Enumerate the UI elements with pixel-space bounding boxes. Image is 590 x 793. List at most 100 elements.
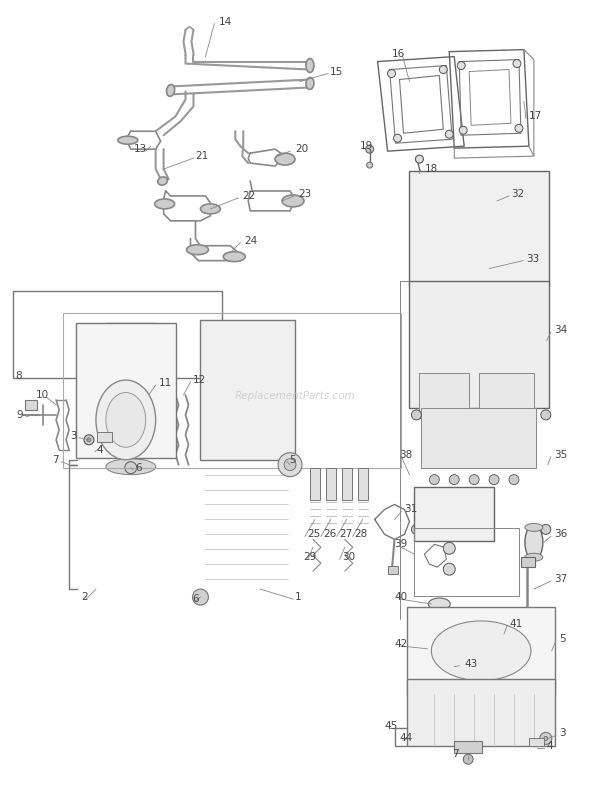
Bar [421,408,536,468]
Ellipse shape [525,554,543,561]
Text: 43: 43 [464,659,477,668]
Text: 4: 4 [97,445,104,454]
Ellipse shape [282,195,304,207]
Ellipse shape [474,208,496,216]
Bar [408,679,555,746]
Circle shape [443,563,455,575]
Bar [409,171,549,285]
Text: 20: 20 [295,144,308,154]
Circle shape [415,155,424,163]
Bar [326,468,336,500]
Ellipse shape [96,380,156,460]
Text: 3: 3 [559,729,565,738]
Bar [388,566,398,574]
Text: 3: 3 [70,431,77,441]
Ellipse shape [428,598,450,610]
Circle shape [490,441,504,454]
Circle shape [463,754,473,764]
Circle shape [541,524,551,534]
Ellipse shape [106,387,156,403]
Text: 11: 11 [159,378,172,388]
Circle shape [449,475,459,485]
Ellipse shape [306,59,314,72]
Text: 1: 1 [295,592,301,602]
Circle shape [284,458,296,471]
Ellipse shape [186,245,208,255]
Circle shape [459,126,467,134]
Text: 12: 12 [192,375,206,385]
Ellipse shape [306,78,314,90]
Text: ReplacementParts.com: ReplacementParts.com [235,391,355,401]
Bar [310,468,320,500]
Bar [474,194,496,206]
Circle shape [480,214,490,224]
Bar [414,528,519,596]
Circle shape [84,435,94,445]
Circle shape [443,542,455,554]
Circle shape [544,737,548,741]
Bar [76,324,176,458]
Text: 5: 5 [289,454,296,465]
Text: 42: 42 [395,639,408,649]
Text: 35: 35 [554,450,567,460]
Text: 41: 41 [509,619,522,629]
Circle shape [411,524,421,534]
Bar [529,738,544,746]
Text: 7: 7 [452,749,458,760]
Text: 17: 17 [529,111,542,121]
Text: 10: 10 [36,390,50,400]
Circle shape [125,462,137,473]
Circle shape [445,130,453,138]
Bar [201,320,295,460]
Text: 14: 14 [218,17,232,27]
Ellipse shape [106,458,156,475]
Circle shape [515,125,523,132]
Bar [414,487,494,542]
Text: 18: 18 [424,164,438,174]
Ellipse shape [118,136,137,144]
Circle shape [422,441,437,454]
Circle shape [87,438,91,442]
Circle shape [489,475,499,485]
Circle shape [541,410,551,419]
Bar [342,468,352,500]
Bar [454,741,482,753]
Circle shape [414,288,425,300]
Text: 22: 22 [242,191,255,201]
Circle shape [481,274,489,282]
Circle shape [366,162,373,168]
Circle shape [125,424,137,436]
Circle shape [440,441,454,454]
Text: 9: 9 [17,410,23,420]
Ellipse shape [155,199,175,209]
Text: 6: 6 [192,594,199,604]
Circle shape [414,386,425,398]
Text: 13: 13 [134,144,147,154]
Ellipse shape [431,621,531,680]
Text: 29: 29 [303,552,316,562]
Text: 27: 27 [339,530,352,539]
Ellipse shape [275,153,295,165]
Text: 6: 6 [135,462,142,473]
Circle shape [520,617,534,631]
Circle shape [411,410,421,419]
Text: 34: 34 [554,325,567,335]
Text: 4: 4 [547,741,553,751]
Circle shape [449,661,459,672]
Circle shape [514,441,528,454]
Text: 23: 23 [298,189,312,199]
Circle shape [430,644,440,653]
Ellipse shape [432,305,526,382]
Bar [479,374,534,418]
Ellipse shape [224,251,245,262]
Text: 21: 21 [195,151,209,161]
Circle shape [509,475,519,485]
Bar [358,468,368,500]
Text: 33: 33 [526,254,539,263]
Circle shape [469,475,479,485]
Text: 24: 24 [244,236,257,246]
Text: 26: 26 [323,530,336,539]
Circle shape [533,386,545,398]
Circle shape [533,288,545,300]
Circle shape [457,62,465,70]
